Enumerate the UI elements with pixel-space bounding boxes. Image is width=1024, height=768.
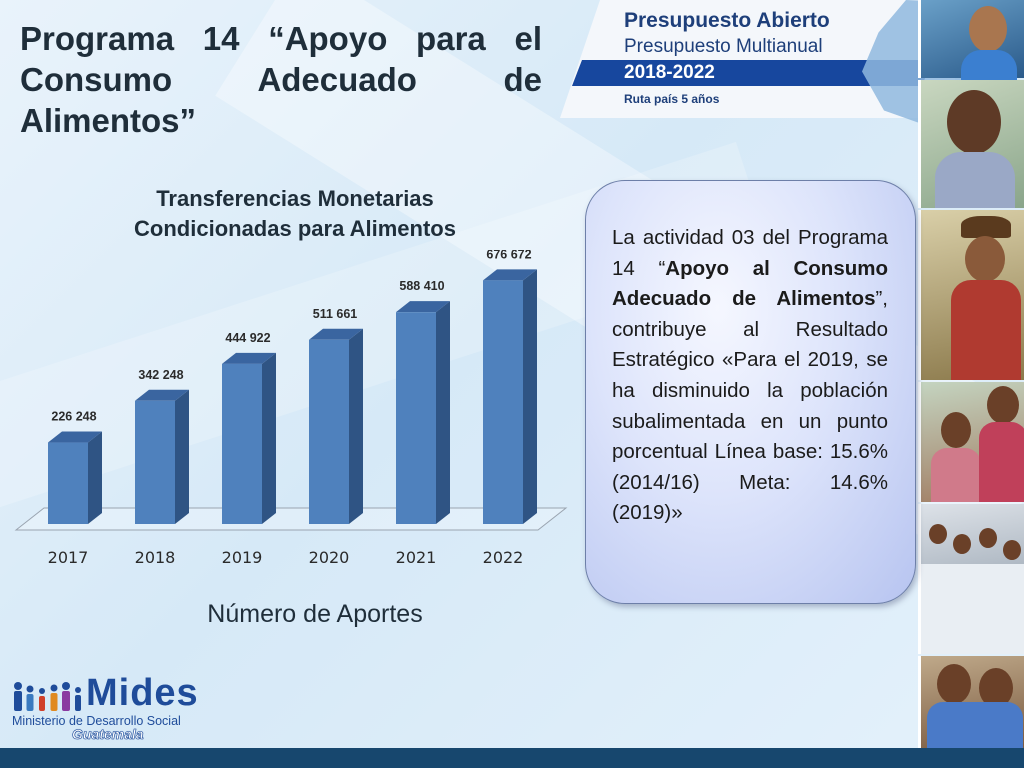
data-label: 511 661 [313,307,358,321]
info-text-segment: La actividad 03 del Programa 14 “ [612,226,888,280]
photo-strip [918,0,1024,748]
bottom-band [0,748,1024,768]
bar-side [88,431,102,524]
bar-top [48,431,102,443]
info-text-emphasis: Apoyo al Consumo Adecuado de Alimentos [612,256,888,311]
x-tick-label: 2020 [309,548,350,567]
data-label: 444 922 [225,331,270,345]
child-photo [918,0,1024,80]
bar [396,312,436,524]
children-photo [918,382,1024,502]
chart-title: Transferencias Monetarias Condicionadas … [70,184,520,244]
bar [222,363,262,524]
x-tick-label: 2021 [396,548,437,567]
info-text-segment: ”, contribuye al Resultado Estratégico «… [612,287,888,525]
info-text: La actividad 03 del Programa 14 “Apoyo a… [612,223,888,529]
bar-side [523,269,537,524]
logo-ministry-name: Ministerio de Desarrollo Social [12,714,181,728]
bar-side [349,328,363,524]
bar-side [262,352,276,524]
data-label: 676 672 [486,250,531,261]
farmer-photo [918,210,1024,380]
x-tick-label: 2022 [483,548,524,567]
bar [135,400,175,524]
classroom-photo [918,504,1024,654]
child-photo [918,80,1024,208]
banner-line-2: Presupuesto Multianual [624,36,823,57]
x-tick-label: 2018 [135,548,176,567]
logo-country: Guatemala [72,726,144,743]
data-label: 226 248 [51,410,96,424]
bar-side [175,389,189,524]
girls-photo [918,656,1024,748]
logo-wordmark: Mides [86,672,199,714]
info-callout: La actividad 03 del Programa 14 “Apoyo a… [585,180,916,604]
bar-top [396,301,450,313]
chart-title-line-1: Transferencias Monetarias [156,186,434,211]
data-label: 588 410 [399,279,444,293]
slide-title: Programa 14 “Apoyo para el Consumo Adecu… [20,20,542,139]
x-tick-label: 2017 [48,548,89,567]
bar [48,442,88,524]
chart-title-line-2: Condicionadas para Alimentos [134,216,456,241]
data-label: 342 248 [138,368,183,382]
family-icon [14,682,81,711]
banner-years: 2018-2022 [624,62,715,83]
chart-x-axis-title: Número de Aportes [207,600,423,628]
bar-top [483,269,537,281]
bar-top [222,352,276,364]
x-tick-label: 2019 [222,548,263,567]
bar-top [309,328,363,340]
banner-line-1: Presupuesto Abierto [624,9,830,32]
bar-chart: 226 248 2017 342 248 2018 444 922 2019 511 661… [14,250,568,567]
mides-logo: Mides Ministerio de Desarrollo Social Gu… [12,672,212,743]
bar [309,339,349,524]
bar-top [135,389,189,401]
bar [483,280,523,524]
bar-side [436,301,450,524]
banner-subtitle: Ruta país 5 años [624,92,720,106]
